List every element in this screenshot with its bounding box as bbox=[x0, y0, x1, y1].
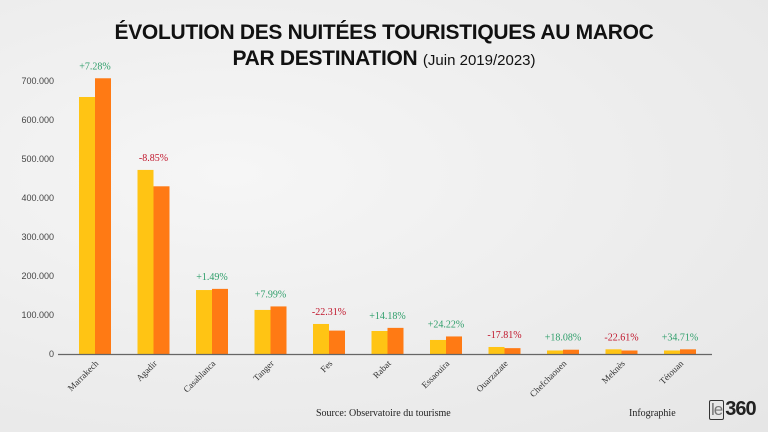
x-tick-label: Tétouan bbox=[657, 358, 685, 386]
bar-2023 bbox=[270, 306, 287, 354]
bar-group bbox=[430, 336, 462, 354]
bar-group bbox=[664, 349, 696, 354]
bar-2023 bbox=[153, 186, 170, 354]
credit-label: Infographie bbox=[629, 408, 676, 419]
title-line-2: PAR DESTINATION (Juin 2019/2023) bbox=[0, 46, 768, 74]
y-axis: 0 100.000 200.000 300.000 400.000 500.000 600.… bbox=[21, 76, 54, 359]
bar-2023 bbox=[680, 349, 696, 354]
x-tick-label: Agadir bbox=[134, 358, 159, 383]
source-note: Source: Observatoire du tourisme bbox=[316, 408, 451, 419]
percent-change-label: +18.08% bbox=[545, 333, 581, 344]
bar-2023 bbox=[621, 350, 638, 354]
percent-change-label: +14.18% bbox=[369, 311, 405, 322]
bar-2019 bbox=[313, 323, 329, 354]
bar-group bbox=[605, 349, 638, 354]
x-tick-label: Tanger bbox=[251, 358, 276, 383]
bar-2019 bbox=[79, 96, 95, 355]
bar-group bbox=[488, 346, 521, 354]
bar-2019 bbox=[196, 290, 212, 354]
x-tick-label: Essaouira bbox=[420, 358, 452, 390]
percent-change-label: -17.81% bbox=[487, 330, 521, 341]
y-tick-label: 100.000 bbox=[21, 310, 54, 320]
bar-2019 bbox=[430, 339, 446, 354]
title-line-1: ÉVOLUTION DES NUITÉES TOURISTIQUES AU MA… bbox=[114, 21, 654, 44]
percent-labels: +7.28% -8.85% +1.49% +7.99% -22.31% +14.18% +2… bbox=[79, 61, 698, 343]
y-tick-label: 600.000 bbox=[21, 115, 54, 125]
title-line-2-main: PAR DESTINATION bbox=[232, 47, 418, 70]
x-tick-label: Ouarzazate bbox=[474, 358, 510, 394]
bar-2023 bbox=[329, 330, 345, 354]
logo-suffix: 360 bbox=[725, 398, 756, 420]
bar-2023 bbox=[504, 348, 521, 354]
y-tick-label: 300.000 bbox=[21, 232, 54, 242]
logo-prefix: le bbox=[709, 400, 725, 420]
bar-group bbox=[254, 306, 287, 354]
bar-group bbox=[196, 288, 228, 354]
y-tick-label: 700.000 bbox=[21, 76, 54, 86]
bar-2019 bbox=[605, 349, 622, 354]
bar-2019 bbox=[488, 346, 505, 354]
x-tick-label: Meknès bbox=[600, 358, 628, 386]
y-tick-label: 0 bbox=[49, 349, 54, 359]
bar-group bbox=[547, 349, 579, 354]
bar-2023 bbox=[95, 78, 111, 355]
chart-title: ÉVOLUTION DES NUITÉES TOURISTIQUES AU MA… bbox=[0, 20, 768, 74]
bar-group bbox=[313, 323, 345, 354]
percent-change-label: -8.85% bbox=[139, 153, 168, 164]
x-tick-label: Casablanca bbox=[181, 358, 217, 394]
bar-2019 bbox=[137, 169, 154, 354]
percent-change-label: +7.99% bbox=[255, 289, 286, 300]
x-tick-label: Marrakech bbox=[66, 358, 101, 393]
x-tick-label: Rabat bbox=[371, 358, 393, 380]
bars bbox=[79, 78, 696, 355]
bar-2019 bbox=[254, 309, 271, 354]
y-tick-label: 500.000 bbox=[21, 154, 54, 164]
percent-change-label: -22.31% bbox=[312, 307, 346, 318]
bar-2023 bbox=[212, 288, 228, 354]
percent-change-label: +24.22% bbox=[428, 319, 464, 330]
le360-logo: le 360 bbox=[709, 398, 757, 420]
bar-group bbox=[371, 327, 404, 354]
y-tick-label: 200.000 bbox=[21, 271, 54, 281]
percent-change-label: +7.28% bbox=[79, 61, 110, 72]
bar-group bbox=[137, 169, 170, 354]
x-tick-label: Chefchaouen bbox=[528, 358, 569, 399]
bar-2023 bbox=[563, 349, 579, 354]
title-subtitle: (Juin 2019/2023) bbox=[422, 52, 536, 69]
percent-change-label: +1.49% bbox=[196, 272, 227, 283]
bar-2019 bbox=[664, 350, 680, 354]
percent-change-label: +34.71% bbox=[662, 332, 698, 343]
x-tick-label: Fes bbox=[318, 358, 334, 374]
bar-2019 bbox=[371, 330, 388, 354]
percent-change-label: -22.61% bbox=[604, 332, 638, 343]
bar-2019 bbox=[547, 350, 563, 354]
x-axis: Marrakech Agadir Casablanca Tanger Fes Rabat E… bbox=[58, 353, 712, 399]
bar-2023 bbox=[387, 327, 404, 354]
bar-group bbox=[79, 78, 111, 355]
bar-2023 bbox=[446, 336, 462, 354]
y-tick-label: 400.000 bbox=[21, 193, 54, 203]
